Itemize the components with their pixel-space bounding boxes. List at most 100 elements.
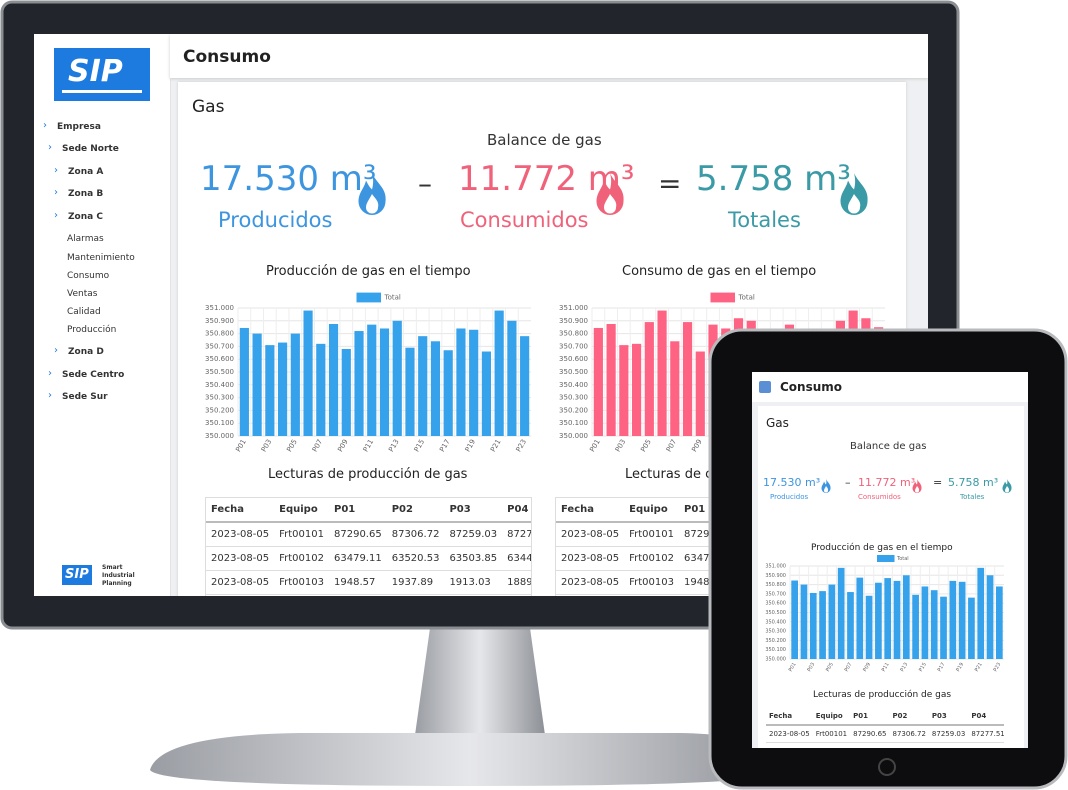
table-cell: 63520.53 — [386, 546, 445, 571]
header-title: Consumo — [780, 380, 843, 394]
table-cell: 2023-08-05 — [206, 570, 275, 595]
minus: – — [418, 167, 432, 200]
table-cell: 87259.03 — [928, 725, 969, 743]
bar — [995, 586, 1003, 659]
nav-item[interactable]: Consumo — [67, 271, 110, 281]
x-tick-label: P03 — [614, 438, 627, 453]
total-label: Totales — [960, 493, 985, 501]
x-tick-label: P11 — [362, 438, 375, 453]
nav-item[interactable]: Zona A — [68, 167, 104, 177]
chevron: › — [43, 120, 47, 131]
bar — [456, 328, 466, 436]
nav-item[interactable]: Sede Centro — [62, 370, 125, 380]
equals: = — [933, 476, 943, 489]
nav-item[interactable]: Zona C — [68, 212, 103, 222]
column-header: P02 — [386, 498, 445, 523]
bar — [986, 575, 994, 659]
equals: = — [658, 167, 682, 200]
nav-item[interactable]: Mantenimiento — [67, 253, 135, 263]
table-cell: Frt00101 — [812, 725, 851, 743]
x-tick-label: P01 — [588, 438, 601, 453]
bar — [921, 586, 929, 659]
y-tick-label: 350.100 — [205, 419, 234, 427]
table-title: Lecturas de producción de gas — [268, 467, 468, 482]
flame-shape — [821, 479, 831, 493]
y-tick-label: 350.700 — [559, 342, 588, 350]
bar — [239, 327, 249, 436]
bar — [912, 594, 919, 659]
bar — [940, 596, 947, 659]
header: Consumo — [752, 372, 1028, 402]
table-cell: 1937.89 — [386, 570, 445, 595]
bar — [968, 597, 975, 659]
bar — [644, 322, 654, 436]
bar — [367, 324, 377, 436]
consumed-label: Consumidos — [460, 208, 589, 232]
flame-icon — [840, 173, 868, 215]
y-tick-label: 350.800 — [765, 582, 786, 588]
flame-shape — [912, 479, 922, 493]
nav-item[interactable]: Zona B — [68, 189, 104, 199]
flame-inner — [366, 194, 379, 214]
nav-item[interactable]: Calidad — [67, 307, 101, 317]
bar — [430, 341, 441, 436]
bar — [837, 567, 845, 659]
bar — [930, 590, 938, 659]
bar — [670, 341, 680, 436]
legend-swatch — [710, 292, 735, 303]
x-tick-label: P09 — [336, 438, 349, 453]
x-tick-label: P23 — [992, 662, 1002, 673]
y-tick-label: 350.300 — [765, 629, 786, 635]
y-tick-label: 350.200 — [205, 406, 234, 414]
bar — [632, 343, 642, 436]
bar-chart: Total 350.000 350.100 350.200 350.300 350.400… — [765, 555, 1004, 673]
column-header: Equipo — [812, 708, 851, 726]
bar — [405, 347, 415, 436]
y-tick-label: 350.400 — [765, 619, 786, 625]
x-tick-label: P19 — [955, 662, 965, 673]
table-cell: 1889.80 — [502, 570, 531, 595]
nav-item[interactable]: Empresa — [57, 122, 101, 132]
produced-value: 17.530 m³ — [200, 159, 377, 199]
x-tick-label: P03 — [806, 662, 816, 673]
column-header: P04 — [502, 498, 531, 523]
menu-icon[interactable] — [759, 381, 771, 393]
flame-inner — [1005, 486, 1010, 493]
x-tick-label: P11 — [881, 662, 891, 673]
tablet-screen: Consumo Gas Balance de gas 17.530 m³ Pro… — [752, 372, 1028, 748]
produced-label: Producidos — [218, 208, 333, 232]
table-cell: 63503.85 — [444, 546, 503, 571]
logo[interactable]: SIP — [54, 48, 150, 101]
bar — [520, 336, 530, 436]
chart-title: Consumo de gas en el tiempo — [622, 264, 817, 279]
legend-swatch — [877, 555, 895, 562]
bar — [392, 320, 402, 436]
footer-text: Smart Industrial Planning — [102, 564, 135, 588]
bar — [341, 348, 351, 436]
nav-item[interactable]: Producción — [67, 325, 117, 335]
nav-item[interactable]: Sede Sur — [62, 392, 108, 402]
table-cell: 87306.72 — [889, 725, 929, 743]
nav-item[interactable]: Ventas — [67, 289, 98, 299]
x-tick-label: P15 — [918, 662, 928, 673]
column-header: P02 — [889, 708, 929, 726]
column-header: Equipo — [274, 498, 329, 523]
bar — [828, 584, 836, 659]
bar — [507, 320, 517, 436]
y-tick-label: 350.600 — [765, 601, 786, 607]
card: Gas Balance de gas 17.530 m³ Producidos … — [758, 406, 1024, 748]
nav-item[interactable]: Alarmas — [67, 234, 104, 244]
bar — [819, 591, 826, 659]
balance-title: Balance de gas — [850, 441, 927, 452]
y-tick-label: 350.900 — [205, 317, 234, 325]
nav-item[interactable]: Sede Norte — [62, 144, 119, 154]
flame-inner — [848, 194, 861, 214]
bar — [902, 575, 910, 659]
x-tick-label: P17 — [937, 662, 947, 673]
x-tick-label: P13 — [899, 662, 909, 673]
nav-item[interactable]: Zona D — [68, 347, 104, 357]
table-cell: 1913.03 — [444, 570, 503, 595]
